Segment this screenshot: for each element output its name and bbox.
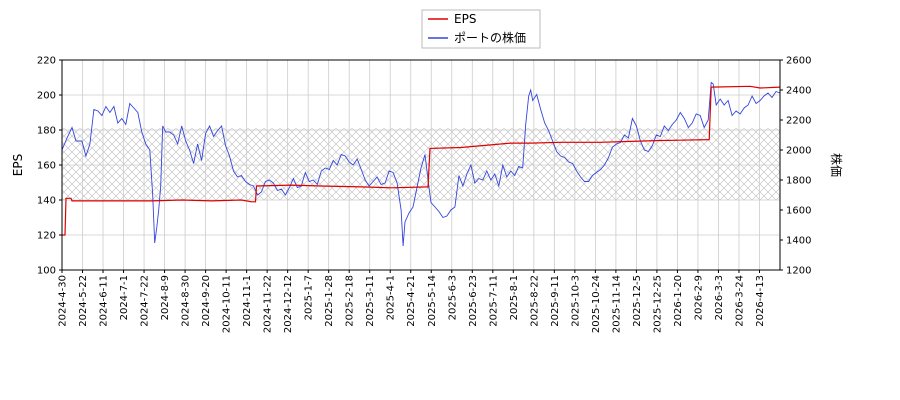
x-tick-label: 2025-6-3 (447, 275, 458, 320)
x-tick-label: 2025-8-1 (509, 275, 520, 320)
ticks-layer: 100 120 140 160 180 200 220 1200 1400 1600 1800 200… (37, 56, 812, 334)
x-tick-label: 2025-6-23 (468, 275, 479, 327)
x-tick-label: 2025-7-11 (488, 275, 499, 327)
series-line-eps (62, 85, 781, 236)
x-tick-label: 2025-1-7 (304, 275, 315, 320)
x-tick-label: 2025-3-11 (365, 275, 376, 327)
y-right-tick-label: 2400 (786, 86, 811, 97)
x-tick-label: 2025-1-28 (324, 275, 335, 327)
y-right-tick-label: 2200 (786, 116, 811, 127)
y-left-tick-label: 160 (37, 161, 56, 172)
x-tick-label: 2026-4-13 (755, 275, 766, 327)
x-tick-label: 2025-10-24 (591, 275, 602, 333)
x-tick-label: 2024-8-30 (181, 275, 192, 327)
x-tick-label: 2025-12-5 (632, 275, 643, 327)
y-left-tick-label: 180 (37, 126, 56, 137)
x-tick-label: 2025-8-22 (529, 275, 540, 327)
x-tick-label: 2026-2-9 (693, 275, 704, 320)
x-tick-label: 2024-11-1 (242, 275, 253, 327)
x-tick-label: 2024-12-12 (283, 275, 294, 333)
y-left-tick-label: 220 (37, 56, 56, 67)
y-right-tick-label: 1200 (786, 266, 811, 277)
y-right-tick-label: 1800 (786, 176, 811, 187)
x-tick-label: 2025-12-25 (652, 275, 663, 333)
y-right-tick-label: 2600 (786, 56, 811, 67)
y-right-tick-label: 1400 (786, 236, 811, 247)
x-tick-label: 2024-7-1 (119, 275, 130, 320)
x-tick-label: 2025-4-21 (406, 275, 417, 327)
x-tick-label: 2025-2-18 (345, 275, 356, 327)
x-tick-label: 2026-1-20 (673, 275, 684, 327)
x-tick-label: 2024-7-22 (140, 275, 151, 327)
series-layer (61, 81, 781, 247)
x-tick-label: 2024-6-11 (99, 275, 110, 327)
x-tick-label: 2025-10-3 (570, 275, 581, 327)
x-tick-label: 2024-11-22 (263, 275, 274, 333)
legend-label-price: ポートの株価 (454, 30, 526, 45)
legend-box (421, 9, 541, 49)
x-tick-label: 2025-9-11 (550, 275, 561, 327)
x-tick-label: 2024-9-20 (201, 275, 212, 327)
legend-label-eps: EPS (454, 12, 476, 26)
x-tick-label: 2026-3-24 (734, 275, 745, 327)
x-tick-label: 2024-10-11 (222, 275, 233, 333)
x-tick-label: 2025-4-1 (386, 275, 397, 320)
x-tick-label: 2026-3-3 (714, 275, 725, 320)
y-left-tick-label: 200 (37, 91, 56, 102)
y-axis-left-title: EPS (11, 154, 25, 176)
grid-layer (62, 59, 780, 271)
legend: EPS ポートの株価 (421, 9, 541, 49)
y-right-tick-label: 1600 (786, 206, 811, 217)
hatched-band (62, 128, 780, 200)
y-left-tick-label: 100 (37, 266, 56, 277)
x-tick-label: 2024-8-9 (160, 275, 171, 320)
x-tick-label: 2025-11-14 (611, 275, 622, 333)
series-line-price (61, 81, 781, 247)
hatched-band-layer (62, 128, 780, 200)
x-tick-label: 2024-4-30 (58, 275, 69, 327)
y-left-tick-label: 120 (37, 231, 56, 242)
y-left-tick-label: 140 (37, 196, 56, 207)
x-tick-label: 2025-5-14 (427, 275, 438, 327)
x-tick-label: 2024-5-22 (78, 275, 89, 327)
y-right-tick-label: 2000 (786, 146, 811, 157)
y-axis-right-title: 株価 (829, 153, 844, 177)
